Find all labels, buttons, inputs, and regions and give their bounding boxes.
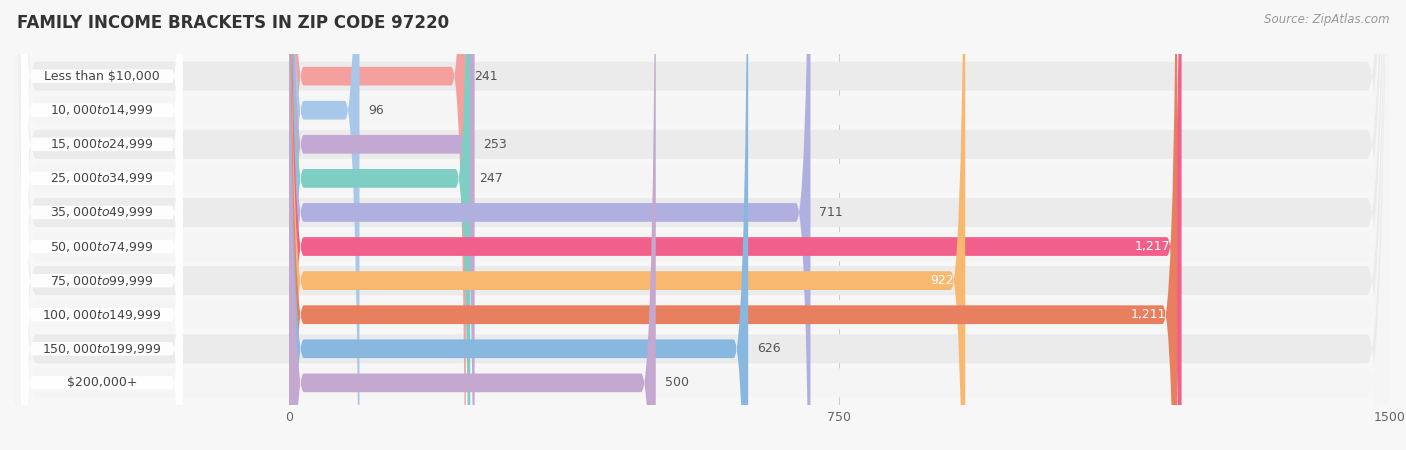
FancyBboxPatch shape xyxy=(290,0,465,450)
FancyBboxPatch shape xyxy=(14,0,1389,450)
FancyBboxPatch shape xyxy=(290,0,1181,450)
FancyBboxPatch shape xyxy=(14,0,1389,450)
Text: 922: 922 xyxy=(931,274,955,287)
Text: $50,000 to $74,999: $50,000 to $74,999 xyxy=(51,239,153,253)
Text: $100,000 to $149,999: $100,000 to $149,999 xyxy=(42,308,162,322)
Text: $15,000 to $24,999: $15,000 to $24,999 xyxy=(51,137,153,151)
FancyBboxPatch shape xyxy=(290,0,360,450)
FancyBboxPatch shape xyxy=(14,0,1389,450)
Text: 241: 241 xyxy=(475,70,498,83)
FancyBboxPatch shape xyxy=(290,0,475,450)
Text: Less than $10,000: Less than $10,000 xyxy=(44,70,160,83)
FancyBboxPatch shape xyxy=(21,0,183,450)
FancyBboxPatch shape xyxy=(14,0,1389,450)
Text: 253: 253 xyxy=(484,138,508,151)
FancyBboxPatch shape xyxy=(290,0,655,450)
FancyBboxPatch shape xyxy=(14,0,1389,450)
FancyBboxPatch shape xyxy=(14,0,1389,450)
Text: 96: 96 xyxy=(368,104,384,117)
FancyBboxPatch shape xyxy=(14,0,1389,450)
Text: Source: ZipAtlas.com: Source: ZipAtlas.com xyxy=(1264,14,1389,27)
Text: 711: 711 xyxy=(820,206,844,219)
FancyBboxPatch shape xyxy=(14,0,1389,450)
Text: $35,000 to $49,999: $35,000 to $49,999 xyxy=(51,206,153,220)
FancyBboxPatch shape xyxy=(21,0,183,450)
FancyBboxPatch shape xyxy=(21,0,183,450)
Text: 1,217: 1,217 xyxy=(1135,240,1171,253)
Text: $10,000 to $14,999: $10,000 to $14,999 xyxy=(51,103,153,117)
Text: $150,000 to $199,999: $150,000 to $199,999 xyxy=(42,342,162,356)
FancyBboxPatch shape xyxy=(14,0,1389,450)
FancyBboxPatch shape xyxy=(21,0,183,450)
FancyBboxPatch shape xyxy=(290,0,748,450)
FancyBboxPatch shape xyxy=(290,0,1177,450)
Text: FAMILY INCOME BRACKETS IN ZIP CODE 97220: FAMILY INCOME BRACKETS IN ZIP CODE 97220 xyxy=(17,14,449,32)
FancyBboxPatch shape xyxy=(21,0,183,450)
Text: 1,211: 1,211 xyxy=(1130,308,1166,321)
FancyBboxPatch shape xyxy=(21,0,183,450)
Text: $200,000+: $200,000+ xyxy=(67,376,138,389)
Text: $75,000 to $99,999: $75,000 to $99,999 xyxy=(51,274,153,288)
FancyBboxPatch shape xyxy=(21,0,183,450)
FancyBboxPatch shape xyxy=(21,0,183,450)
Text: 247: 247 xyxy=(479,172,503,185)
FancyBboxPatch shape xyxy=(290,0,966,450)
Text: 500: 500 xyxy=(665,376,689,389)
FancyBboxPatch shape xyxy=(21,0,183,450)
FancyBboxPatch shape xyxy=(290,0,470,450)
FancyBboxPatch shape xyxy=(21,0,183,450)
FancyBboxPatch shape xyxy=(14,0,1389,450)
FancyBboxPatch shape xyxy=(290,0,810,450)
Text: $25,000 to $34,999: $25,000 to $34,999 xyxy=(51,171,153,185)
Text: 626: 626 xyxy=(756,342,780,355)
